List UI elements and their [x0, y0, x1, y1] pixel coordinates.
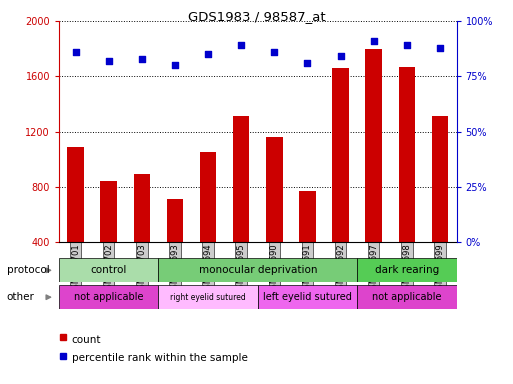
Text: dark rearing: dark rearing	[375, 265, 439, 275]
Point	[370, 38, 378, 44]
Bar	[299, 191, 316, 297]
Text: count: count	[72, 335, 102, 345]
Bar	[332, 68, 349, 297]
Point	[436, 45, 444, 51]
Point	[204, 51, 212, 57]
Point	[237, 42, 245, 48]
Bar	[365, 49, 382, 297]
Text: monocular deprivation: monocular deprivation	[199, 265, 317, 275]
Bar	[133, 174, 150, 297]
Text: GDS1983 / 98587_at: GDS1983 / 98587_at	[188, 10, 325, 23]
Text: left eyelid sutured: left eyelid sutured	[263, 292, 352, 302]
Bar	[200, 152, 216, 297]
Point	[137, 56, 146, 62]
Bar	[357, 285, 457, 309]
Point	[71, 49, 80, 55]
Text: not applicable: not applicable	[74, 292, 144, 302]
Text: control: control	[90, 265, 127, 275]
Text: protocol: protocol	[7, 265, 49, 275]
Bar	[59, 285, 159, 309]
Point	[303, 60, 311, 66]
Bar	[67, 147, 84, 297]
Point	[105, 58, 113, 64]
Bar	[59, 258, 159, 282]
Bar	[233, 116, 249, 297]
Text: percentile rank within the sample: percentile rank within the sample	[72, 353, 248, 363]
Point	[403, 42, 411, 48]
Point	[337, 53, 345, 60]
Bar	[101, 181, 117, 297]
Point	[171, 62, 179, 68]
Text: right eyelid sutured: right eyelid sutured	[170, 293, 246, 302]
Point	[270, 49, 279, 55]
Bar	[357, 258, 457, 282]
Text: not applicable: not applicable	[372, 292, 442, 302]
Bar	[432, 116, 448, 297]
Bar	[159, 258, 357, 282]
Bar	[266, 137, 283, 297]
Bar	[159, 285, 258, 309]
Text: other: other	[7, 292, 34, 302]
Bar	[258, 285, 357, 309]
Bar	[399, 67, 415, 297]
Bar	[167, 199, 183, 297]
